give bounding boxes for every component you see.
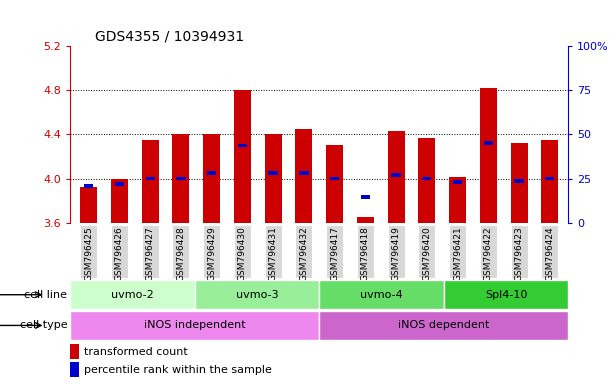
- Bar: [392, 173, 401, 177]
- Bar: [234, 90, 251, 223]
- Bar: [234, 225, 251, 278]
- Bar: [330, 177, 339, 180]
- Text: GSM796424: GSM796424: [545, 226, 554, 281]
- Text: uvmo-2: uvmo-2: [111, 290, 154, 300]
- Bar: [70, 362, 79, 377]
- Text: uvmo-3: uvmo-3: [236, 290, 279, 300]
- Bar: [299, 171, 309, 175]
- Bar: [320, 280, 444, 309]
- Bar: [142, 140, 159, 223]
- Bar: [203, 134, 220, 223]
- Text: transformed count: transformed count: [84, 347, 188, 357]
- Text: GSM796421: GSM796421: [453, 226, 462, 281]
- Bar: [357, 225, 374, 278]
- Bar: [177, 177, 186, 180]
- Bar: [320, 311, 568, 340]
- Text: GSM796432: GSM796432: [299, 226, 309, 281]
- Text: cell type: cell type: [20, 320, 67, 331]
- Bar: [541, 225, 558, 278]
- Text: iNOS independent: iNOS independent: [144, 320, 246, 331]
- Bar: [419, 138, 435, 223]
- Bar: [422, 177, 431, 180]
- Bar: [142, 225, 159, 278]
- Text: GSM796417: GSM796417: [330, 226, 339, 281]
- Bar: [326, 225, 343, 278]
- Bar: [511, 143, 527, 223]
- Text: GSM796420: GSM796420: [422, 226, 431, 281]
- Bar: [419, 225, 435, 278]
- Bar: [296, 129, 312, 223]
- Bar: [511, 225, 527, 278]
- Bar: [172, 134, 189, 223]
- Bar: [115, 182, 124, 186]
- Bar: [203, 225, 220, 278]
- Bar: [357, 217, 374, 223]
- Text: GSM796422: GSM796422: [484, 226, 493, 281]
- Text: GSM796427: GSM796427: [145, 226, 155, 281]
- Bar: [207, 171, 216, 175]
- Text: GSM796419: GSM796419: [392, 226, 401, 281]
- Bar: [360, 195, 370, 199]
- Bar: [541, 140, 558, 223]
- Text: GSM796429: GSM796429: [207, 226, 216, 281]
- Bar: [387, 225, 404, 278]
- Bar: [238, 144, 247, 147]
- Bar: [265, 225, 282, 278]
- Bar: [111, 225, 128, 278]
- Bar: [444, 280, 568, 309]
- Text: percentile rank within the sample: percentile rank within the sample: [84, 365, 272, 375]
- Text: GSM796426: GSM796426: [115, 226, 124, 281]
- Bar: [145, 177, 155, 180]
- Bar: [514, 179, 524, 183]
- Bar: [484, 141, 493, 145]
- Bar: [449, 177, 466, 223]
- Bar: [172, 225, 189, 278]
- Text: iNOS dependent: iNOS dependent: [398, 320, 489, 331]
- Bar: [480, 88, 497, 223]
- Text: GSM796431: GSM796431: [269, 226, 277, 281]
- Bar: [480, 225, 497, 278]
- Text: cell line: cell line: [24, 290, 67, 300]
- Text: uvmo-4: uvmo-4: [360, 290, 403, 300]
- Text: GDS4355 / 10394931: GDS4355 / 10394931: [95, 30, 244, 43]
- Bar: [449, 225, 466, 278]
- Bar: [296, 225, 312, 278]
- Text: GSM796423: GSM796423: [514, 226, 524, 281]
- Bar: [70, 280, 195, 309]
- Text: GSM796428: GSM796428: [177, 226, 185, 281]
- Text: GSM796425: GSM796425: [84, 226, 93, 281]
- Bar: [70, 344, 79, 359]
- Bar: [80, 225, 97, 278]
- Bar: [545, 177, 554, 180]
- Bar: [265, 134, 282, 223]
- Bar: [70, 311, 320, 340]
- Bar: [326, 146, 343, 223]
- Bar: [84, 184, 93, 188]
- Bar: [195, 280, 320, 309]
- Bar: [387, 131, 404, 223]
- Bar: [453, 180, 462, 184]
- Text: GSM796418: GSM796418: [361, 226, 370, 281]
- Bar: [80, 187, 97, 223]
- Bar: [268, 171, 278, 175]
- Text: GSM796430: GSM796430: [238, 226, 247, 281]
- Bar: [111, 179, 128, 223]
- Text: Spl4-10: Spl4-10: [485, 290, 527, 300]
